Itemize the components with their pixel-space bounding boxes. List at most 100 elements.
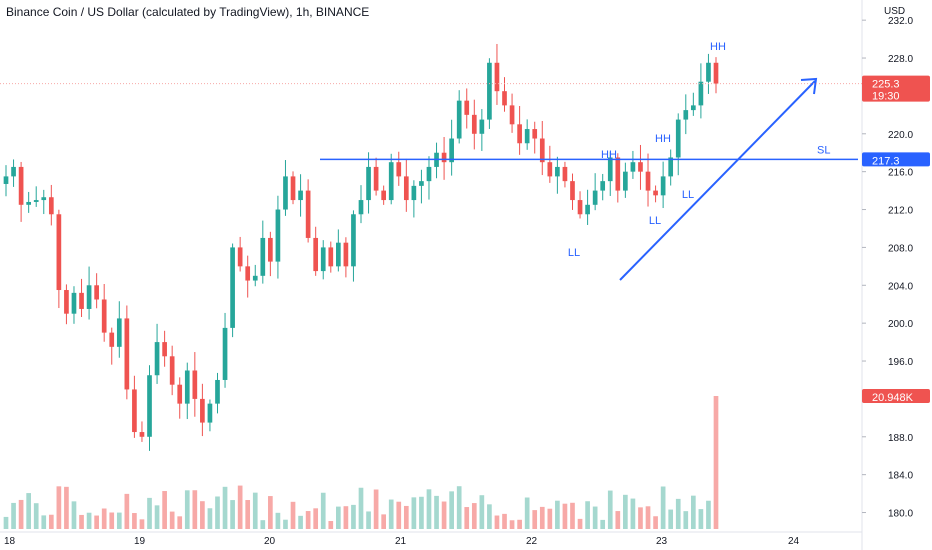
volume-bar bbox=[456, 486, 462, 529]
volume-bar bbox=[517, 519, 522, 529]
volume-bar bbox=[252, 492, 258, 529]
volume-bar bbox=[555, 500, 560, 529]
volume-bar bbox=[313, 508, 319, 529]
candle-body bbox=[487, 62, 492, 120]
candle-body bbox=[562, 166, 568, 182]
volume-bar bbox=[585, 501, 590, 529]
candle-body bbox=[328, 247, 334, 267]
volume-bar bbox=[577, 518, 583, 529]
volume-bar bbox=[124, 493, 130, 529]
ll-label: LL bbox=[649, 215, 661, 227]
time-tick-label: 20 bbox=[264, 536, 276, 547]
volume-bar bbox=[169, 511, 175, 529]
sl-price-label: 217.3 bbox=[872, 155, 900, 167]
current-price-label: 225.3 bbox=[872, 79, 900, 91]
volume-bar bbox=[396, 501, 402, 529]
candle-body bbox=[675, 119, 681, 158]
candle-body bbox=[192, 370, 198, 399]
candle-body bbox=[645, 171, 651, 191]
candle-body bbox=[479, 119, 485, 134]
volume-bar bbox=[479, 495, 485, 529]
candle-body bbox=[411, 185, 417, 201]
candle-body bbox=[33, 200, 39, 202]
volume-bar bbox=[653, 516, 658, 529]
candle-body bbox=[64, 290, 69, 314]
candle-body bbox=[713, 62, 719, 84]
candle-body bbox=[48, 197, 54, 215]
hh-label: HH bbox=[601, 149, 617, 161]
volume-bar bbox=[615, 511, 621, 529]
volume-label-box bbox=[862, 389, 930, 403]
candle-body bbox=[547, 162, 553, 177]
candle-body bbox=[124, 318, 130, 390]
candle-body bbox=[132, 389, 137, 433]
volume-bar bbox=[147, 497, 152, 529]
candle-body bbox=[706, 62, 711, 82]
volume-bar bbox=[668, 509, 674, 529]
candle-body bbox=[260, 237, 266, 276]
volume-bar bbox=[215, 496, 220, 529]
current-price-label: 19:30 bbox=[872, 91, 900, 103]
volume-bar bbox=[101, 508, 107, 529]
volume-bar bbox=[698, 509, 704, 529]
candle-body bbox=[177, 384, 183, 404]
candle-body bbox=[290, 176, 296, 201]
candle-body bbox=[237, 247, 243, 267]
price-tick-label: 200.0 bbox=[888, 319, 913, 330]
hh-label: HH bbox=[710, 41, 726, 53]
volume-bar bbox=[305, 511, 311, 529]
candle-body bbox=[555, 166, 560, 177]
volume-bar bbox=[623, 494, 628, 529]
candle-body bbox=[252, 275, 258, 281]
volume-bar bbox=[162, 491, 167, 529]
volume-bar bbox=[690, 495, 696, 529]
volume-bar bbox=[434, 495, 439, 529]
volume-bar bbox=[502, 513, 507, 529]
candle-body bbox=[615, 157, 621, 191]
volume-bar bbox=[86, 512, 92, 529]
time-tick-label: 18 bbox=[4, 536, 16, 547]
candle-body bbox=[200, 398, 205, 423]
candle-body bbox=[517, 124, 522, 144]
candle-body bbox=[456, 100, 462, 139]
candle-body bbox=[109, 332, 115, 347]
candle-body bbox=[275, 209, 281, 262]
current-price-label-box bbox=[862, 75, 930, 102]
volume-bar bbox=[222, 486, 228, 529]
candle-body bbox=[426, 166, 432, 182]
volume-bar bbox=[71, 501, 77, 529]
volume-bar bbox=[192, 490, 198, 529]
volume-bar bbox=[343, 506, 349, 529]
candle-body bbox=[381, 190, 387, 201]
candle-body bbox=[539, 138, 545, 163]
volume-bar bbox=[630, 498, 636, 529]
price-tick-label: 204.0 bbox=[888, 281, 913, 292]
price-tick-label: 212.0 bbox=[888, 206, 913, 217]
candle-body bbox=[94, 285, 99, 300]
candle-body bbox=[3, 176, 9, 184]
candle-body bbox=[585, 204, 590, 215]
price-tick-label: 188.0 bbox=[888, 433, 913, 444]
volume-bar bbox=[26, 493, 32, 529]
candle-body bbox=[577, 200, 583, 215]
volume-bar bbox=[471, 503, 477, 529]
candle-body bbox=[502, 91, 507, 106]
candle-body bbox=[592, 190, 598, 205]
candle-body bbox=[184, 370, 190, 404]
volume-bar bbox=[245, 500, 251, 529]
trend-arrow-line bbox=[619, 80, 816, 281]
volume-bar bbox=[33, 503, 39, 529]
volume-bar bbox=[509, 520, 515, 529]
candle-body bbox=[86, 285, 92, 309]
candle-body bbox=[18, 166, 24, 205]
volume-bar bbox=[539, 506, 545, 529]
candle-body bbox=[351, 214, 356, 267]
volume-bar bbox=[388, 499, 394, 529]
price-tick-label: 232.0 bbox=[888, 16, 913, 27]
candle-body bbox=[388, 162, 394, 201]
ll-label: LL bbox=[682, 189, 694, 201]
volume-bar bbox=[335, 506, 341, 529]
volume-bar bbox=[449, 491, 454, 529]
time-tick-label: 19 bbox=[134, 536, 146, 547]
